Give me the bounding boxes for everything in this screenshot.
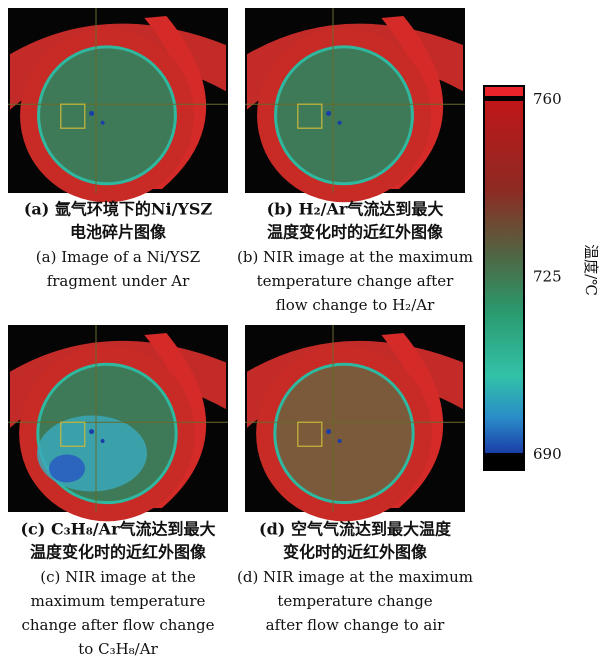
figure: (a) 氩气环境下的Ni/YSZ 电池碎片图像 (a) Image of a Ni/…: [0, 0, 607, 660]
colorbar-label: 温度/℃: [582, 244, 600, 296]
caption-en: (d) NIR image at the maximum: [237, 568, 473, 586]
caption-en: (a) Image of a Ni/YSZ: [36, 248, 200, 266]
caption-en: change after flow change: [21, 616, 214, 634]
caption-en: temperature change: [277, 592, 432, 610]
thermal-image: [245, 8, 465, 202]
spot: [101, 121, 105, 125]
caption-en: flow change to H₂/Ar: [276, 296, 435, 314]
cold-core: [49, 454, 85, 482]
spot: [338, 439, 342, 443]
fragment: [39, 47, 176, 184]
caption-en: maximum temperature: [31, 592, 206, 610]
caption-en: after flow change to air: [266, 616, 445, 634]
caption-zh: (c) C₃H₈/Ar气流达到最大: [20, 520, 215, 539]
caption-en: fragment under Ar: [47, 272, 190, 290]
spot: [89, 429, 94, 434]
caption-zh: (d) 空气气流达到最大温度: [259, 520, 452, 539]
spot: [101, 439, 105, 443]
colorbar-tick-label: 760: [533, 90, 562, 108]
cold-region: [37, 415, 147, 491]
fragment: [276, 47, 413, 184]
caption-en: temperature change after: [257, 272, 455, 290]
spot: [89, 111, 94, 116]
caption-zh: 温度变化时的近红外图像: [266, 223, 444, 242]
colorbar-tick-label: 725: [533, 268, 562, 286]
spot: [326, 111, 331, 116]
spot: [338, 121, 342, 125]
caption-en: (c) NIR image at the: [40, 568, 196, 586]
colorbar: [483, 85, 525, 471]
caption-zh: 变化时的近红外图像: [283, 543, 428, 562]
thermal-image: [8, 8, 228, 202]
caption-zh: (a) 氩气环境下的Ni/YSZ: [24, 200, 213, 219]
caption-en: (b) NIR image at the maximum: [237, 248, 473, 266]
caption-zh: (b) H₂/Ar气流达到最大: [267, 200, 444, 219]
spot: [326, 429, 331, 434]
caption-zh: 温度变化时的近红外图像: [29, 543, 207, 562]
fragment: [275, 364, 413, 502]
caption-en: to C₃H₈/Ar: [78, 640, 158, 658]
thermal-image: [245, 325, 465, 521]
caption-zh: 电池碎片图像: [70, 223, 167, 242]
thermal-image: [8, 325, 228, 521]
colorbar-tick-label: 690: [533, 445, 562, 463]
